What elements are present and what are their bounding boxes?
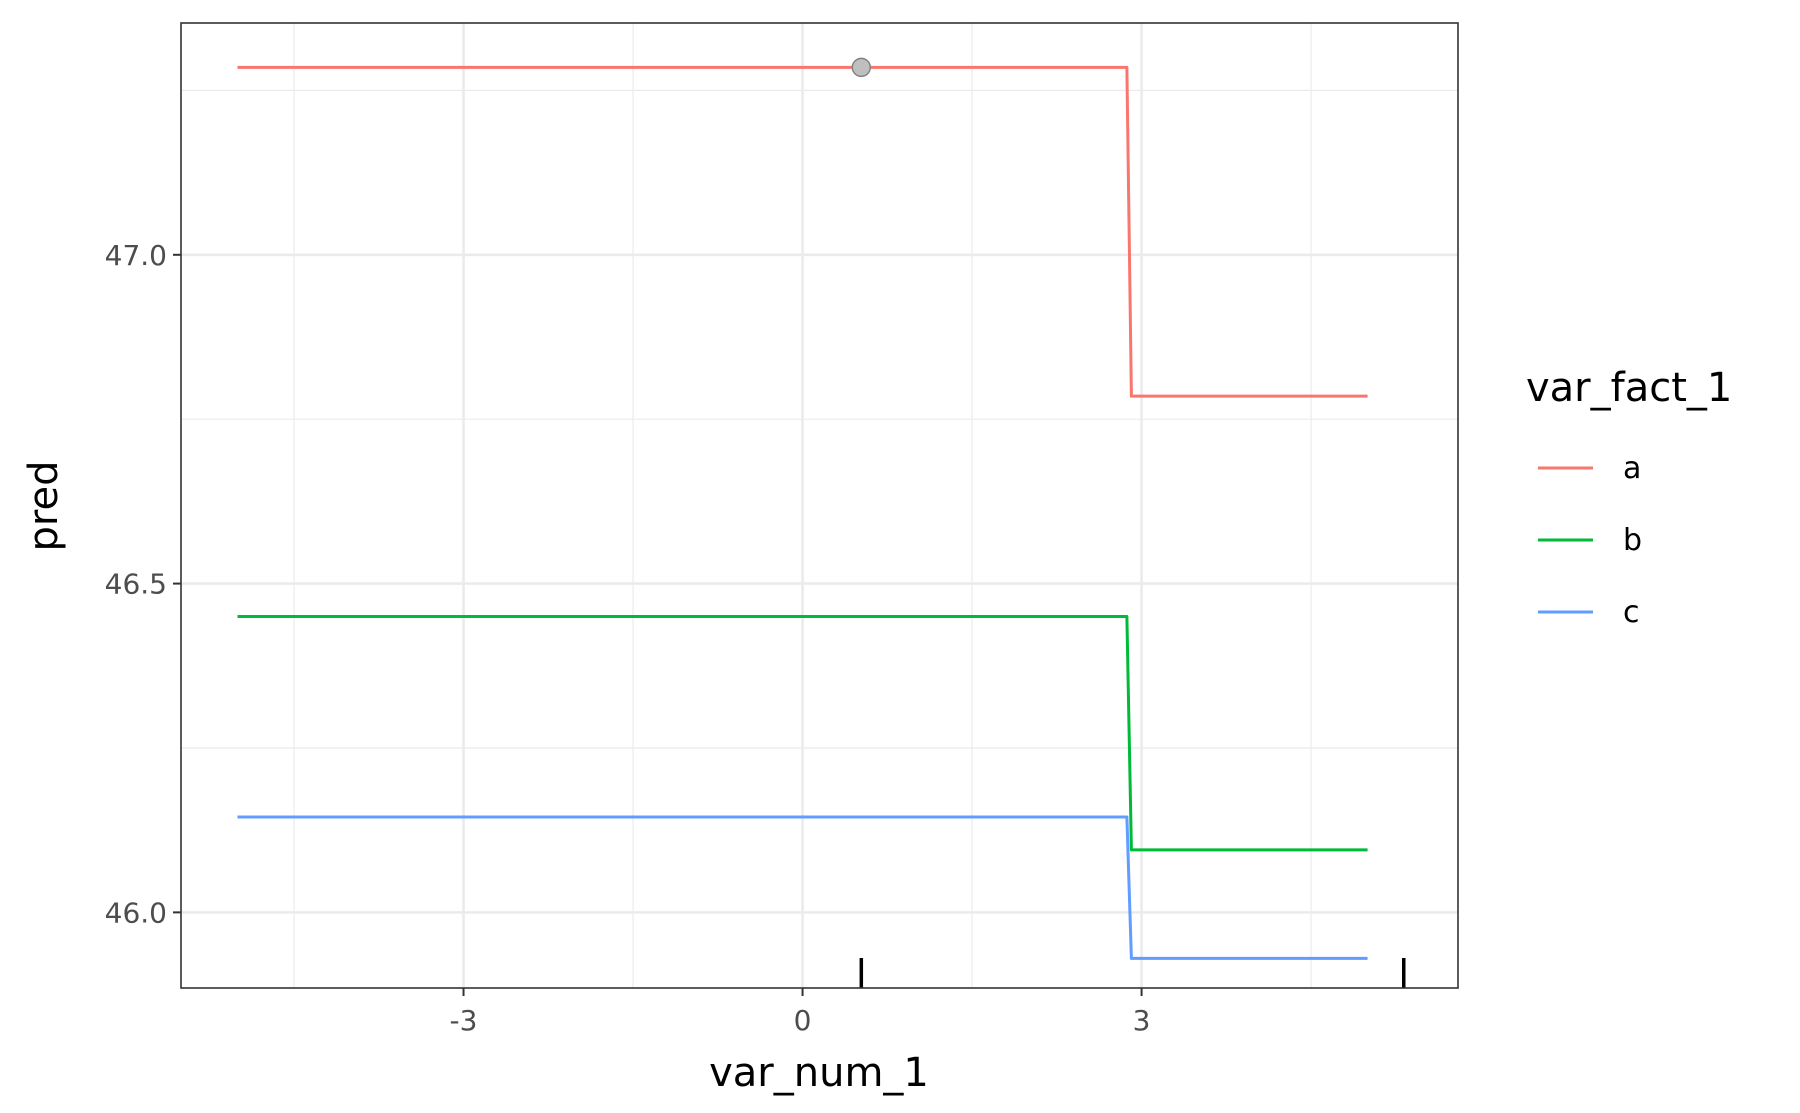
- legend-title: var_fact_1: [1526, 365, 1732, 411]
- y-axis: 46.0 46.5 47.0: [105, 239, 181, 929]
- x-tick-label: 0: [794, 1004, 812, 1037]
- x-axis: -3 0 3: [450, 988, 1151, 1037]
- legend-items: a b c: [1538, 451, 1642, 630]
- major-gridlines: [181, 23, 1458, 988]
- y-tick-label: 46.0: [105, 896, 167, 929]
- x-tick-label: -3: [450, 1004, 478, 1037]
- plot-border: [180, 22, 1459, 989]
- legend-label-c: c: [1623, 595, 1640, 630]
- legend: var_fact_1 a b c: [1526, 365, 1732, 630]
- legend-label-b: b: [1623, 523, 1642, 558]
- rug-marks: [859, 958, 1406, 988]
- minor-gridlines: [181, 23, 1458, 988]
- highlight-point-layer: [851, 57, 872, 78]
- y-tick-label: 47.0: [105, 239, 167, 272]
- series-line-a: [237, 65, 1368, 398]
- x-axis-title: var_num_1: [709, 1050, 929, 1096]
- y-tick-label: 46.5: [105, 568, 167, 601]
- highlight-point: [851, 57, 872, 78]
- y-axis-title: pred: [21, 461, 67, 552]
- series-lines: [237, 65, 1368, 960]
- x-tick-label: 3: [1133, 1004, 1151, 1037]
- plot-panel: [181, 23, 1458, 988]
- legend-label-a: a: [1623, 451, 1641, 486]
- series-line-c: [237, 815, 1368, 960]
- series-line-b: [237, 614, 1368, 852]
